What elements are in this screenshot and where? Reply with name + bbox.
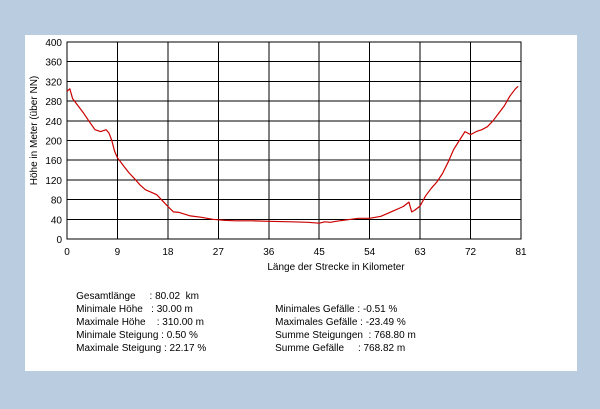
stat-value: 22.17 % <box>169 343 207 354</box>
stat-label: Gesamtlänge <box>76 291 136 302</box>
stat-separator: : <box>145 317 163 328</box>
stat-value: -23.49 % <box>365 317 406 328</box>
y-axis-label: Höhe in Meter (über NN) <box>29 76 40 185</box>
elevation-line <box>66 85 519 224</box>
stat-sum-inclines: Summe Steigungen : 768.80 m <box>264 318 416 354</box>
stat-value: 0.50 % <box>166 330 198 341</box>
x-tick-label: 9 <box>115 247 121 258</box>
stat-value: 80.02 km <box>155 291 199 302</box>
stat-separator: : <box>344 343 364 354</box>
stat-label: Minimale Höhe <box>76 304 143 315</box>
y-tick-label: 240 <box>45 117 62 128</box>
x-tick-label: 72 <box>465 247 477 258</box>
stat-separator: : <box>354 304 363 315</box>
y-tick-label: 280 <box>45 97 62 108</box>
stat-separator: : <box>135 291 156 302</box>
x-tick-label: 18 <box>162 247 174 258</box>
stat-value: 310.00 m <box>162 317 204 328</box>
x-tick-label: 27 <box>213 247 225 258</box>
stat-label: Summe Gefälle <box>275 343 345 354</box>
stat-label: Minimale Steigung <box>76 330 159 341</box>
y-tick-label: 320 <box>45 77 62 88</box>
stat-value: 30.00 m <box>156 304 193 315</box>
stat-min-decline: Minimales Gefälle : -0.51 % <box>264 292 397 328</box>
y-tick-label: 200 <box>45 137 62 148</box>
y-tick-label: 40 <box>51 215 63 226</box>
stat-label: Maximale Steigung <box>76 343 162 354</box>
y-tick-label: 120 <box>45 176 62 187</box>
y-tick-label: 160 <box>45 156 62 167</box>
x-tick-label: 36 <box>263 247 275 258</box>
stat-label: Summe Steigungen <box>275 330 363 341</box>
chart-panel: 0 9 18 27 36 45 54 63 72 81 0 40 80 120 160 200 240 280 32… <box>25 35 577 371</box>
stat-min-height: Minimale Höhe : 30.00 m <box>65 292 193 328</box>
stat-value: 768.82 m <box>363 343 406 354</box>
x-tick-label: 0 <box>64 247 70 258</box>
stat-separator: : <box>158 330 167 341</box>
stat-total-length: Gesamtlänge : 80.02 km <box>65 279 199 315</box>
y-tick-label: 360 <box>45 58 62 69</box>
x-tick-label: 45 <box>314 247 326 258</box>
x-tick-label: 63 <box>415 247 427 258</box>
x-tick-label: 81 <box>515 247 527 258</box>
plot-frame <box>66 41 522 240</box>
y-tick-label: 80 <box>51 196 63 207</box>
stat-value: 768.80 m <box>374 330 416 341</box>
stat-max-decline: Maximales Gefälle : -23.49 % <box>264 305 406 341</box>
stat-label: Minimales Gefälle <box>275 304 355 315</box>
elevation-profile-chart: 0 9 18 27 36 45 54 63 72 81 0 40 80 120 160 200 240 280 32… <box>29 38 527 273</box>
stat-sum-declines: Summe Gefälle : 768.82 m <box>264 331 405 367</box>
stat-separator: : <box>142 304 157 315</box>
y-tick-label: 0 <box>56 235 62 246</box>
stat-separator: : <box>357 317 366 328</box>
stat-max-height: Maximale Höhe : 310.00 m <box>65 305 204 341</box>
y-tick-label: 400 <box>45 38 62 49</box>
stat-label: Maximales Gefälle <box>275 317 358 328</box>
stat-separator: : <box>362 330 375 341</box>
stat-min-incline: Minimale Steigung : 0.50 % <box>65 318 198 354</box>
x-axis-label: Länge der Strecke in Kilometer <box>267 262 405 273</box>
x-tick-label: 54 <box>364 247 376 258</box>
stat-label: Maximale Höhe <box>76 317 146 328</box>
stat-separator: : <box>161 343 170 354</box>
stat-max-incline: Maximale Steigung : 22.17 % <box>65 331 206 367</box>
stat-value: -0.51 % <box>362 304 398 315</box>
